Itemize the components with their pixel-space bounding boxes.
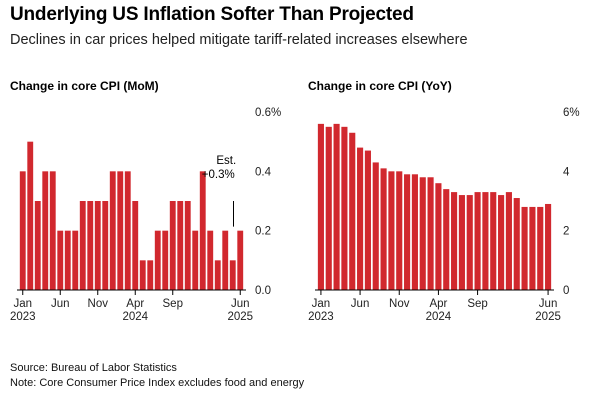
- yoy-bar: [545, 203, 552, 290]
- yoy-x-tick-label: Jun: [539, 298, 558, 310]
- mom-bar: [34, 201, 41, 290]
- yoy-x-tick-year: 2023: [308, 311, 334, 323]
- mom-x-tick-label: Jun: [231, 298, 250, 310]
- mom-bar: [124, 171, 131, 290]
- yoy-bar: [458, 195, 465, 290]
- yoy-bar: [474, 192, 481, 290]
- mom-bar: [49, 171, 56, 290]
- yoy-panel-title: Change in core CPI (YoY): [308, 79, 452, 93]
- mom-bar: [139, 260, 146, 290]
- mom-x-tick-year: 2024: [122, 311, 148, 323]
- yoy-bar: [451, 192, 458, 290]
- mom-x-tick-year: 2025: [227, 311, 253, 323]
- mom-bar: [199, 171, 206, 290]
- mom-bar: [192, 230, 199, 290]
- mom-bar: [229, 260, 236, 290]
- mom-y-tick-label: 0.2: [255, 226, 271, 238]
- yoy-bar: [513, 198, 520, 290]
- yoy-x-tick-year: 2025: [535, 311, 561, 323]
- yoy-bar: [396, 171, 403, 290]
- yoy-bar: [357, 147, 364, 290]
- mom-y-tick-label: 0.0: [255, 285, 271, 297]
- mom-panel-title: Change in core CPI (MoM): [10, 79, 159, 93]
- mom-bar: [79, 201, 86, 290]
- yoy-x-tick-label: Jan: [312, 298, 331, 310]
- yoy-x-tick-label: Sep: [467, 298, 487, 310]
- mom-bar: [42, 171, 49, 290]
- yoy-x-tick-label: Nov: [389, 298, 410, 310]
- mom-bar: [169, 201, 176, 290]
- yoy-bar: [435, 183, 442, 290]
- mom-x-tick-label: Sep: [163, 298, 183, 310]
- mom-bar: [132, 201, 139, 290]
- yoy-y-tick-label: 6%: [563, 107, 580, 119]
- mom-bar: [64, 230, 71, 290]
- mom-x-tick-label: Jan: [13, 298, 32, 310]
- yoy-bar: [529, 206, 536, 290]
- yoy-bar: [380, 168, 387, 290]
- yoy-bar: [427, 177, 434, 290]
- yoy-bar: [388, 171, 395, 290]
- mom-bar: [154, 230, 161, 290]
- yoy-x-tick-label: Apr: [429, 298, 447, 310]
- yoy-bar: [404, 174, 411, 290]
- yoy-bar: [537, 206, 544, 290]
- mom-estimate-value: +0.3%: [202, 169, 235, 181]
- mom-bar: [207, 230, 214, 290]
- mom-bar: [19, 171, 26, 290]
- mom-y-tick-label: 0.4: [255, 166, 272, 178]
- mom-bar: [109, 171, 116, 290]
- charts-canvas: Change in core CPI (MoM) Change in core …: [10, 79, 580, 323]
- chart-title: Underlying US Inflation Softer Than Proj…: [10, 4, 414, 25]
- yoy-bar: [466, 195, 473, 290]
- mom-bar: [57, 230, 64, 290]
- mom-bar: [117, 171, 124, 290]
- mom-bar: [162, 230, 169, 290]
- mom-bar: [222, 230, 229, 290]
- yoy-bar: [317, 123, 324, 291]
- yoy-y-tick-label: 2: [563, 226, 569, 238]
- mom-x-tick-label: Apr: [126, 298, 144, 310]
- mom-bar: [27, 141, 34, 290]
- yoy-bar: [333, 123, 340, 291]
- mom-bar: [147, 260, 154, 290]
- chart-subtitle: Declines in car prices helped mitigate t…: [10, 32, 468, 48]
- yoy-bar: [341, 126, 348, 290]
- yoy-y-tick-label: 4: [563, 166, 570, 178]
- yoy-bar: [419, 177, 426, 290]
- yoy-x-tick-year: 2024: [426, 311, 452, 323]
- yoy-bar: [490, 192, 497, 290]
- yoy-bar: [521, 206, 528, 290]
- yoy-bar: [411, 174, 418, 290]
- mom-bar: [94, 201, 101, 290]
- yoy-bar: [498, 195, 505, 290]
- mom-bar: [102, 201, 109, 290]
- yoy-bar: [325, 126, 332, 290]
- yoy-bar: [372, 162, 379, 290]
- yoy-bar: [443, 189, 450, 290]
- mom-bar: [237, 230, 244, 290]
- source-text: Source: Bureau of Labor Statistics: [10, 362, 177, 374]
- yoy-bar: [505, 192, 512, 290]
- mom-bar: [72, 230, 79, 290]
- mom-x-tick-label: Nov: [88, 298, 109, 310]
- mom-bar: [214, 260, 221, 290]
- mom-x-tick-label: Jun: [51, 298, 70, 310]
- footnote-text: Note: Core Consumer Price Index excludes…: [10, 377, 305, 389]
- yoy-bar: [364, 150, 371, 290]
- yoy-x-tick-label: Jun: [351, 298, 370, 310]
- mom-bar: [184, 201, 191, 290]
- mom-y-tick-label: 0.6%: [255, 107, 281, 119]
- yoy-bar: [482, 192, 489, 290]
- yoy-y-tick-label: 0: [563, 285, 569, 297]
- mom-bar: [177, 201, 184, 290]
- mom-x-tick-year: 2023: [10, 311, 36, 323]
- mom-estimate-label: Est.: [216, 155, 236, 167]
- yoy-bar: [349, 132, 356, 290]
- mom-bar: [87, 201, 94, 290]
